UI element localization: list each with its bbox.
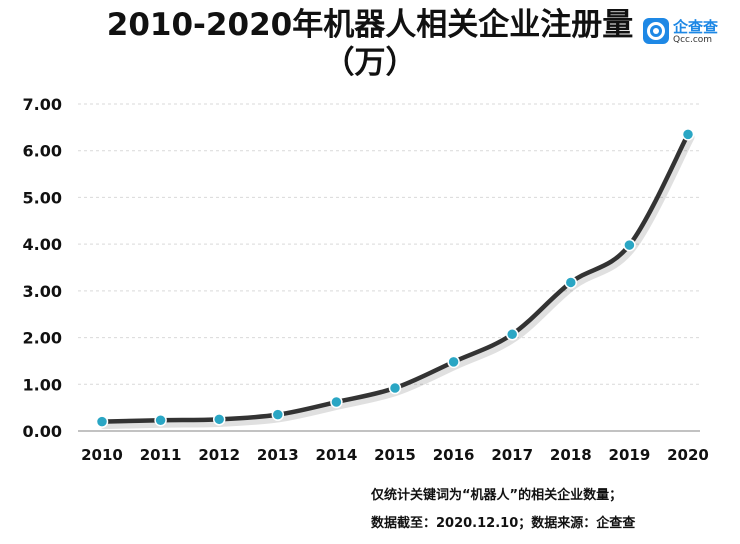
chart-title: 2010-2020年机器人相关企业注册量 （万） (0, 6, 740, 82)
x-tick-label: 2017 (491, 446, 533, 464)
footnote-scope: 仅统计关键词为“机器人”的相关企业数量； (371, 488, 623, 503)
x-tick-label: 2011 (140, 446, 182, 464)
x-tick-label: 2014 (316, 446, 358, 464)
data-point (447, 355, 460, 369)
y-tick-label: 2.00 (23, 329, 62, 348)
data-point (505, 328, 519, 341)
y-tick-label: 0.00 (23, 422, 62, 441)
qcc-logo: 企查查 Qcc.com (643, 16, 739, 50)
data-point (681, 128, 695, 141)
y-tick-label: 4.00 (23, 235, 62, 254)
qcc-logo-icon (643, 18, 669, 44)
qcc-logo-domain: Qcc.com (673, 35, 713, 45)
series-line (99, 132, 691, 424)
data-point (212, 413, 226, 426)
chart-title-line2: （万） (323, 45, 417, 81)
y-tick-label: 6.00 (23, 142, 62, 161)
x-tick-label: 2012 (198, 446, 240, 464)
x-tick-label: 2015 (374, 446, 416, 464)
series-line-shadow (99, 132, 695, 430)
y-tick-label: 3.00 (23, 282, 62, 301)
data-point (388, 381, 402, 395)
data-point (623, 238, 636, 252)
data-point (154, 414, 167, 427)
chart-title-line1: 2010-2020年机器人相关企业注册量 (106, 7, 634, 43)
x-tick-label: 2020 (667, 446, 709, 464)
data-point (564, 276, 578, 289)
footnote-source: 数据截至：2020.12.10；数据来源：企查查 (371, 516, 636, 531)
y-tick-label: 1.00 (23, 375, 62, 394)
data-point (271, 408, 285, 421)
qcc-logo-name: 企查查 (673, 18, 719, 36)
y-tick-label: 5.00 (23, 188, 62, 207)
x-tick-label: 2013 (257, 446, 299, 464)
data-point (95, 415, 109, 428)
x-tick-label: 2018 (550, 446, 592, 464)
data-point (330, 395, 343, 409)
x-tick-label: 2016 (433, 446, 475, 464)
x-tick-label: 2010 (81, 446, 123, 464)
y-tick-label: 7.00 (23, 95, 62, 114)
x-tick-label: 2019 (609, 446, 651, 464)
